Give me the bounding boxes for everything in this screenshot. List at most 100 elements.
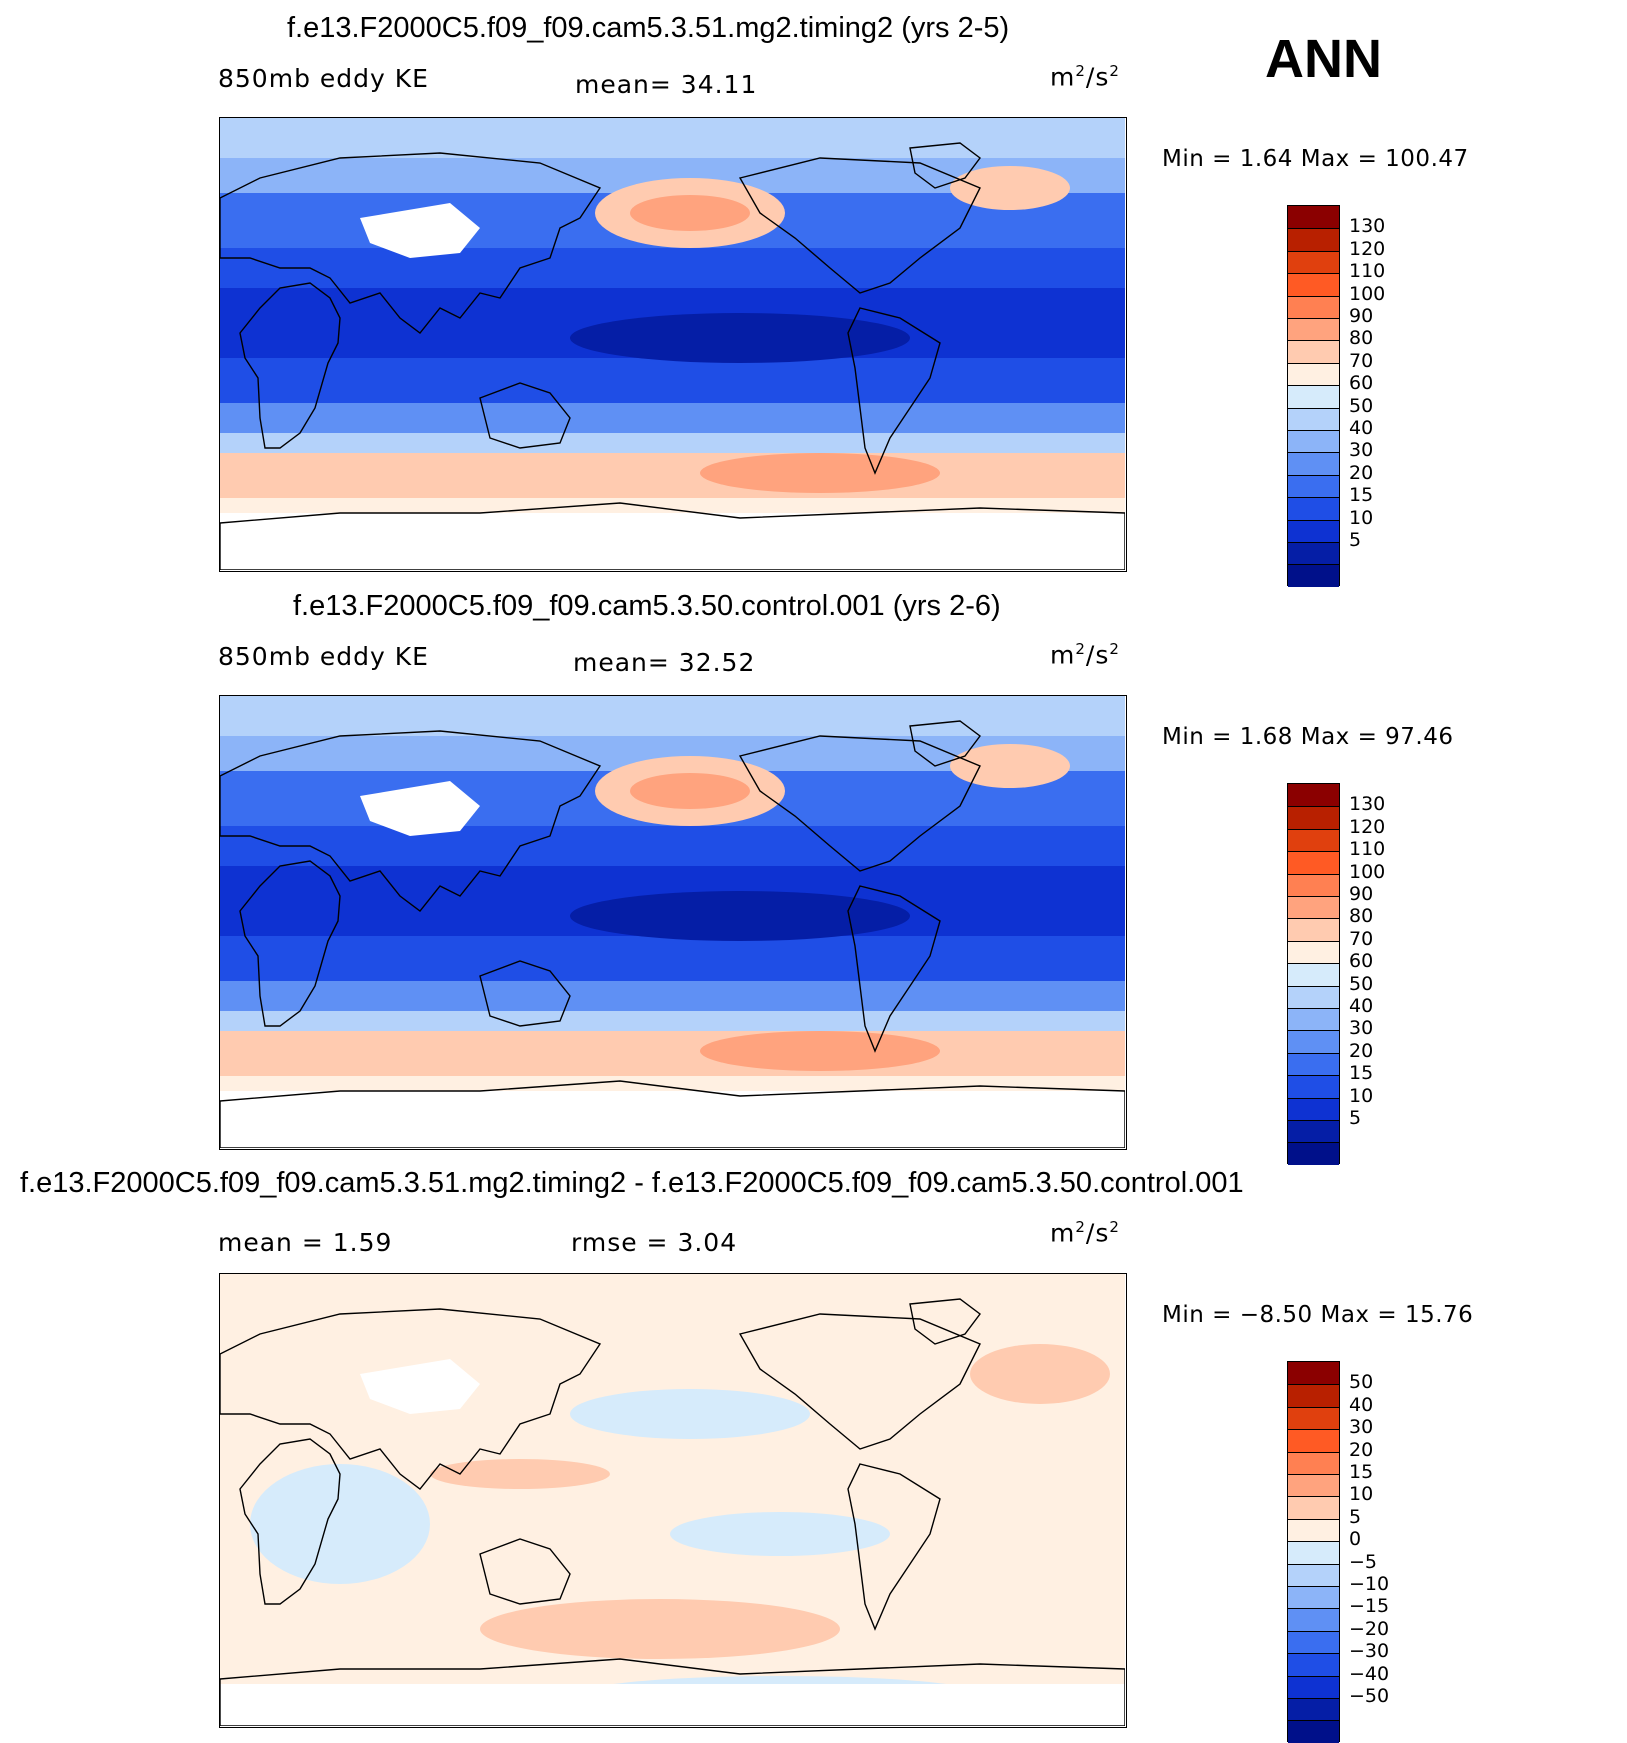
coastline — [847, 885, 941, 1053]
panel-3-title: f.e13.F2000C5.f09_f09.cam5.3.51.mg2.timi… — [20, 1167, 1244, 1199]
coastline — [479, 382, 571, 449]
panel-1-minmax: Min = 1.64 Max = 100.47 — [1162, 146, 1469, 172]
coastline — [220, 502, 1125, 570]
colorbar-tick-label: 60 — [1349, 372, 1374, 395]
colorbar-tick-label: 15 — [1349, 1062, 1374, 1085]
colorbar-swatch — [1288, 1451, 1339, 1474]
panel-1-map — [219, 117, 1127, 572]
colorbar-swatch — [1288, 362, 1339, 386]
panel-2-mean: mean= 32.52 — [573, 648, 756, 677]
field-anomaly — [950, 166, 1070, 210]
colorbar-tick-label: 80 — [1349, 905, 1374, 928]
panel-2-map — [219, 695, 1127, 1150]
field-band — [220, 433, 1125, 453]
coastline — [220, 730, 602, 912]
field-anomaly — [630, 773, 750, 809]
colorbar-tick-label: 0 — [1349, 1528, 1362, 1551]
colorbar-tick-label: −30 — [1349, 1640, 1390, 1663]
field-band — [220, 118, 1125, 158]
colorbar-tick-label: 20 — [1349, 461, 1374, 484]
field-band — [220, 826, 1125, 866]
field-anomaly — [570, 891, 910, 941]
colorbar-swatch — [1288, 1384, 1339, 1407]
coastline — [909, 720, 981, 767]
panel-1-mean: mean= 34.11 — [575, 70, 758, 99]
colorbar-swatch — [1288, 1429, 1339, 1452]
coastline — [847, 1463, 941, 1631]
colorbar-tick-label: 10 — [1349, 1084, 1374, 1107]
colorbar-tick-label: −20 — [1349, 1617, 1390, 1640]
colorbar-swatches — [1287, 1361, 1340, 1743]
colorbar-swatch — [1288, 828, 1339, 852]
colorbar-swatch — [1288, 918, 1339, 941]
field-band — [220, 1076, 1125, 1091]
colorbar-tick-label: 15 — [1349, 1461, 1374, 1483]
colorbar-tick-label: 120 — [1349, 815, 1386, 838]
coastline — [220, 1080, 1125, 1148]
colorbar-tick-label: 10 — [1349, 1483, 1374, 1506]
colorbar-swatch — [1288, 430, 1339, 453]
colorbar-swatch — [1288, 1563, 1339, 1586]
colorbar-swatch — [1288, 564, 1339, 587]
colorbar-tick-label: 130 — [1349, 793, 1386, 816]
coastline — [738, 735, 981, 872]
colorbar-tick-label: 10 — [1349, 506, 1374, 529]
colorbar-swatch — [1288, 1406, 1339, 1430]
missing-data-region — [360, 1359, 480, 1414]
colorbar-tick-label: 70 — [1349, 349, 1374, 372]
panel-1-map-svg — [220, 118, 1125, 570]
colorbar-swatch — [1288, 1474, 1339, 1497]
field-band — [220, 403, 1125, 433]
colorbar-swatch — [1288, 519, 1339, 542]
colorbar-swatch — [1288, 1362, 1339, 1385]
panel-2-units: m2/s2 — [1050, 640, 1120, 670]
colorbar-tick-label: 5 — [1349, 1107, 1362, 1129]
colorbar-swatch — [1288, 1142, 1339, 1165]
colorbar-swatch — [1288, 206, 1339, 229]
field-band — [220, 498, 1125, 513]
colorbar-swatch — [1288, 1630, 1339, 1654]
field-band — [220, 1031, 1125, 1076]
colorbar-swatch — [1288, 963, 1339, 986]
panel-2-title: f.e13.F2000C5.f09_f09.cam5.3.50.control.… — [293, 590, 1001, 622]
colorbar-tick-label: 40 — [1349, 1393, 1374, 1416]
colorbar-swatch — [1288, 806, 1339, 829]
colorbar-swatch — [1288, 1675, 1339, 1698]
colorbar-swatch — [1288, 1097, 1339, 1120]
field-anomaly — [700, 1031, 940, 1071]
field-band — [220, 453, 1125, 498]
coastline — [239, 860, 341, 1027]
colorbar-tick-label: 40 — [1349, 995, 1374, 1017]
colorbar-swatch — [1288, 1608, 1339, 1631]
colorbar-tick-label: 100 — [1349, 282, 1386, 305]
colorbar-swatches — [1287, 783, 1340, 1165]
missing-data-region — [360, 203, 480, 258]
colorbar-swatch — [1288, 228, 1339, 251]
colorbar-swatch — [1288, 985, 1339, 1008]
colorbar-swatch — [1288, 295, 1339, 318]
colorbar-tick-label: 20 — [1349, 1039, 1374, 1062]
colorbar-swatch — [1288, 1698, 1339, 1721]
colorbar-tick-label: 5 — [1349, 1505, 1362, 1528]
colorbar-tick-label: 100 — [1349, 860, 1386, 883]
colorbar-tick-label: 30 — [1349, 439, 1374, 462]
field-anomaly — [970, 1344, 1110, 1404]
field-band — [220, 696, 1125, 736]
coastline — [909, 1298, 981, 1345]
colorbar-swatch — [1288, 940, 1339, 964]
colorbar-tick-label: 90 — [1349, 883, 1374, 905]
colorbar-tick-label: 15 — [1349, 484, 1374, 507]
colorbar-swatch — [1288, 542, 1339, 565]
colorbar-tick-label: −10 — [1349, 1573, 1390, 1595]
colorbar-tick-label: 60 — [1349, 950, 1374, 973]
colorbar-tick-label: 80 — [1349, 327, 1374, 350]
missing-data-region — [360, 781, 480, 836]
coastline — [220, 152, 602, 334]
field-anomaly — [670, 1512, 890, 1556]
coastline — [220, 1308, 602, 1490]
colorbar-tick-label: 40 — [1349, 417, 1374, 439]
panel-3-rmse: rmse = 3.04 — [571, 1228, 738, 1257]
colorbar-tick-label: 50 — [1349, 1371, 1374, 1394]
colorbar-tick-label: 5 — [1349, 529, 1362, 551]
colorbar-swatch — [1288, 1586, 1339, 1609]
